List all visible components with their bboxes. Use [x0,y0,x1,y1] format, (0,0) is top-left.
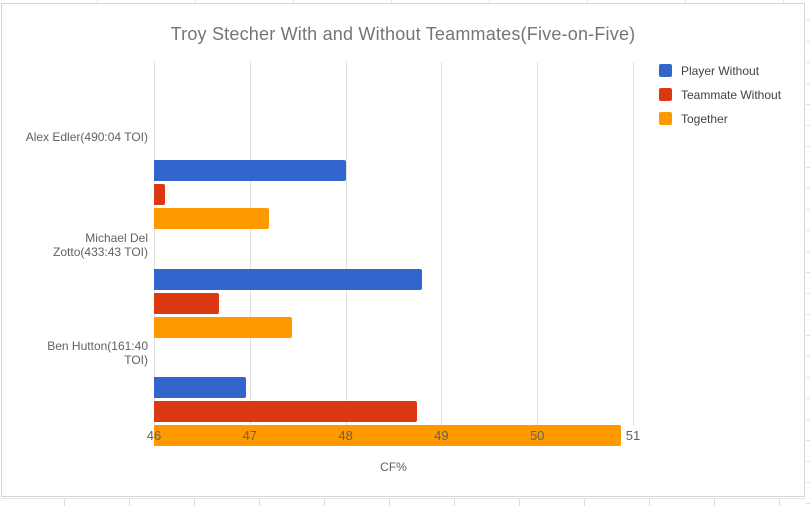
legend-item-together[interactable]: Together [659,111,781,126]
x-axis-ticks: 46 47 48 49 50 51 [147,428,640,444]
spreadsheet-background-top [0,0,810,4]
bar-player-without[interactable] [154,268,423,290]
plot-area [154,62,634,446]
legend-swatch-icon [659,88,672,101]
legend-item-player-without[interactable]: Player Without [659,63,781,78]
bar-together[interactable] [154,316,292,338]
x-tick-label: 50 [529,428,545,443]
x-tick-label: 47 [242,428,258,443]
y-axis-labels: Alex Edler(490:04 TOI) Michael Del Zotto(4… [2,62,148,425]
bar-teammate-without[interactable] [154,184,166,205]
bar-together[interactable] [154,208,269,229]
chart-legend: Player Without Teammate Without Together [659,64,781,136]
x-tick-label: 46 [146,428,162,443]
legend-label: Player Without [681,63,760,78]
x-tick-label: 51 [625,428,641,443]
category-label: Alex Edler(490:04 TOI) [25,129,148,144]
legend-swatch-icon [659,64,672,77]
x-tick-label: 48 [338,428,353,443]
legend-swatch-icon [659,112,672,125]
gridline [537,62,539,425]
x-axis-label: CF% [380,460,407,474]
category-label: Ben Hutton(161:40 TOI) [47,339,148,367]
gridline [154,62,155,425]
chart-card[interactable]: Troy Stecher With and Without Teammates(… [1,3,805,497]
spreadsheet-background-right [806,0,810,506]
category-label: Michael Del Zotto(433:43 TOI) [53,231,148,259]
legend-item-teammate-without[interactable]: Teammate Without [659,87,782,102]
spreadsheet-background-bottom [0,498,810,506]
legend-label: Teammate Without [681,87,782,102]
chart-title: Troy Stecher With and Without Teammates(… [170,24,636,44]
legend-label: Together [681,111,728,126]
gridline [441,62,443,425]
bar-together[interactable] [154,424,621,446]
bar-teammate-without[interactable] [154,292,220,314]
bar-player-without[interactable] [154,376,246,398]
bar-player-without[interactable] [154,160,346,181]
gridline [633,62,634,425]
gridline [249,62,251,425]
x-tick-label: 49 [434,428,449,443]
gridline [345,62,347,425]
bar-teammate-without[interactable] [154,400,418,422]
